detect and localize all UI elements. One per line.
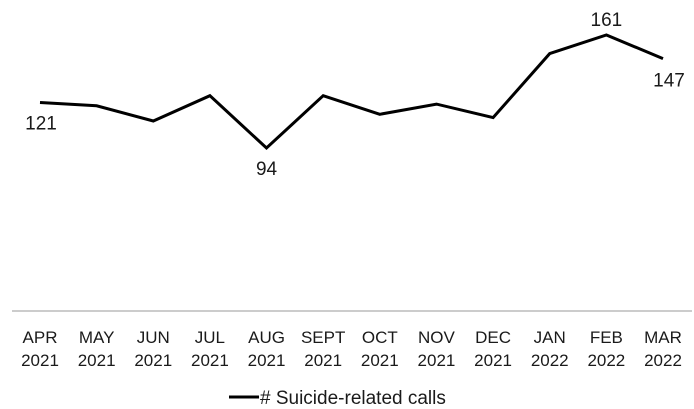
x-tick-label-month: JAN xyxy=(534,328,566,347)
x-tick-label-year: 2022 xyxy=(644,351,682,370)
x-tick-label-month: AUG xyxy=(248,328,285,347)
series-layer xyxy=(39,33,664,151)
x-tick-label-year: 2022 xyxy=(587,351,625,370)
x-tick-label-month: JUL xyxy=(195,328,225,347)
x-tick-label-month: APR xyxy=(23,328,58,347)
x-tick-label-year: 2021 xyxy=(474,351,512,370)
data-labels: 121 94 161 147 xyxy=(25,10,685,180)
x-tick-label-month: NOV xyxy=(418,328,456,347)
data-label: 121 xyxy=(25,113,57,134)
legend: # Suicide-related calls xyxy=(229,388,446,409)
data-label: 147 xyxy=(653,71,685,92)
x-tick-label-year: 2021 xyxy=(248,351,286,370)
x-tick-label-month: SEPT xyxy=(301,328,345,347)
x-tick-label-year: 2021 xyxy=(361,351,399,370)
x-tick-label-month: JUN xyxy=(137,328,170,347)
x-tick-label-year: 2021 xyxy=(304,351,342,370)
data-label: 94 xyxy=(256,159,278,180)
x-tick-label-year: 2022 xyxy=(531,351,569,370)
x-tick-label-month: FEB xyxy=(590,328,623,347)
data-label: 161 xyxy=(591,10,623,31)
series-line-suicide-related-calls xyxy=(39,33,664,151)
x-tick-label-month: OCT xyxy=(362,328,398,347)
x-tick-label-month: MAY xyxy=(79,328,115,347)
x-tick-label-month: DEC xyxy=(475,328,511,347)
x-tick-label-month: MAR xyxy=(644,328,682,347)
x-tick-label-year: 2021 xyxy=(134,351,172,370)
x-tick-label-year: 2021 xyxy=(191,351,229,370)
x-tick-label-year: 2021 xyxy=(21,351,59,370)
legend-label: # Suicide-related calls xyxy=(260,388,446,409)
x-tick-label-year: 2021 xyxy=(78,351,116,370)
x-axis: APR 2021 MAY 2021 JUN 2021 JUL 2021 AUG 2021 SEPT 2… xyxy=(12,310,692,370)
x-tick-label-year: 2021 xyxy=(418,351,456,370)
